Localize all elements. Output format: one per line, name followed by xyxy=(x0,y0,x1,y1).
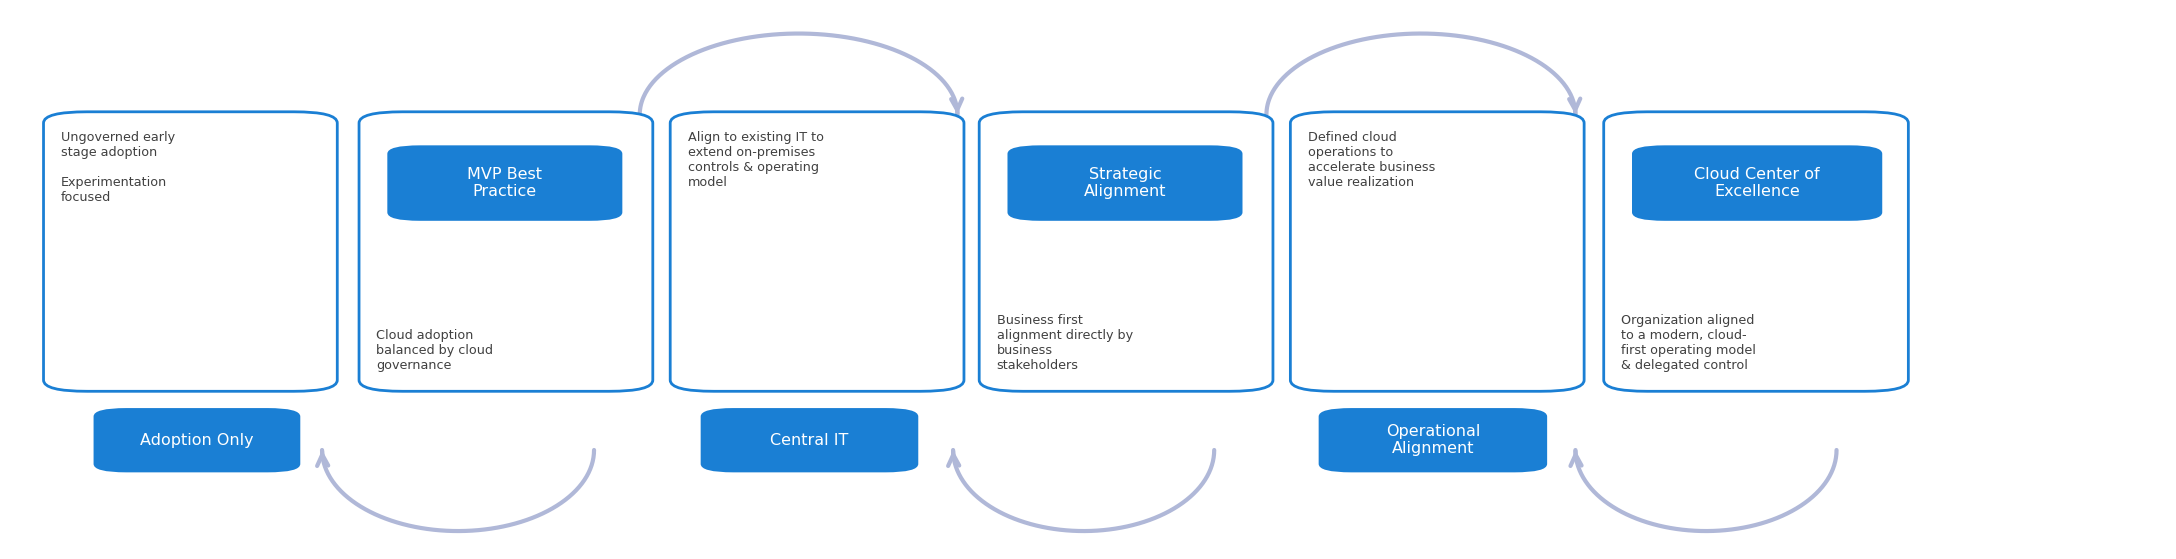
FancyBboxPatch shape xyxy=(1290,112,1584,391)
FancyBboxPatch shape xyxy=(44,112,337,391)
Text: Cloud adoption
balanced by cloud
governance: Cloud adoption balanced by cloud governa… xyxy=(376,329,494,372)
Text: Defined cloud
operations to
accelerate business
value realization: Defined cloud operations to accelerate b… xyxy=(1308,131,1436,190)
Text: Adoption Only: Adoption Only xyxy=(139,433,255,448)
FancyBboxPatch shape xyxy=(359,112,653,391)
Text: MVP Best
Practice: MVP Best Practice xyxy=(468,167,542,199)
Text: Organization aligned
to a modern, cloud-
first operating model
& delegated contr: Organization aligned to a modern, cloud-… xyxy=(1621,314,1756,372)
FancyBboxPatch shape xyxy=(1632,145,1882,221)
Text: Ungoverned early
stage adoption

Experimentation
focused: Ungoverned early stage adoption Experime… xyxy=(61,131,174,205)
FancyBboxPatch shape xyxy=(1319,408,1547,472)
Text: Align to existing IT to
extend on-premises
controls & operating
model: Align to existing IT to extend on-premis… xyxy=(688,131,823,190)
FancyBboxPatch shape xyxy=(387,145,622,221)
Text: Strategic
Alignment: Strategic Alignment xyxy=(1084,167,1166,199)
FancyBboxPatch shape xyxy=(94,408,300,472)
Text: Business first
alignment directly by
business
stakeholders: Business first alignment directly by bus… xyxy=(997,314,1134,372)
FancyBboxPatch shape xyxy=(979,112,1273,391)
FancyBboxPatch shape xyxy=(1007,145,1242,221)
FancyBboxPatch shape xyxy=(670,112,964,391)
FancyBboxPatch shape xyxy=(1604,112,1908,391)
FancyBboxPatch shape xyxy=(701,408,918,472)
Text: Central IT: Central IT xyxy=(770,433,849,448)
Text: Cloud Center of
Excellence: Cloud Center of Excellence xyxy=(1695,167,1819,199)
Text: Operational
Alignment: Operational Alignment xyxy=(1386,424,1480,456)
